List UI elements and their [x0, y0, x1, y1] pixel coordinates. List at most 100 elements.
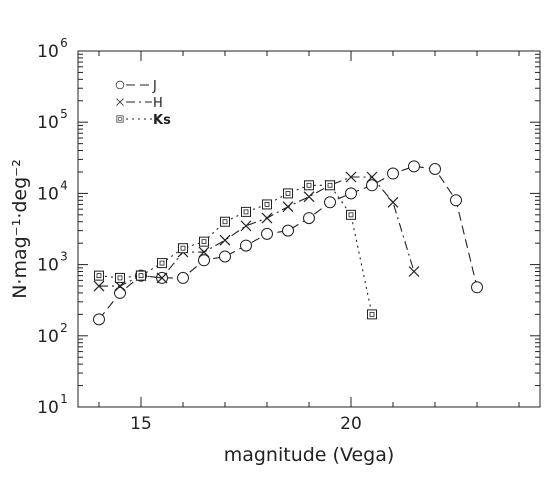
y-tick-label: 10	[37, 42, 59, 62]
legend-item-ks: Ks	[116, 113, 171, 128]
legend-item-j: J	[115, 79, 157, 94]
data-point-circle	[324, 196, 336, 209]
data-point-square	[94, 270, 104, 281]
data-point-x-stroke	[156, 272, 168, 284]
data-point-x	[240, 220, 252, 232]
data-point-circle	[240, 239, 252, 252]
data-point-square-inner	[369, 311, 375, 317]
data-point-x-stroke	[219, 234, 231, 246]
legend: JH Ks	[115, 79, 171, 128]
y-tick-exponent: 2	[60, 321, 68, 335]
data-point-square-inner	[201, 239, 207, 245]
data-point-x	[261, 212, 273, 224]
legend-marker	[116, 98, 124, 106]
data-point-x	[198, 246, 210, 258]
data-point-x-stroke	[93, 280, 105, 292]
series-layer	[93, 160, 483, 326]
plot-frame	[77, 50, 541, 408]
x-axis-title: magnitude (Vega)	[224, 444, 395, 466]
data-point-square	[367, 309, 377, 320]
data-point-square-inner	[138, 273, 144, 279]
data-point-circle	[387, 167, 399, 180]
data-point-x-stroke	[282, 201, 294, 213]
data-point-x	[303, 191, 315, 203]
data-point-circle	[450, 194, 462, 207]
y-tick-label: 10	[37, 256, 59, 276]
data-point-circle	[114, 286, 126, 299]
data-point-x-stroke	[345, 171, 357, 183]
y-tick-exponent: 3	[60, 250, 68, 264]
data-point-x-stroke	[116, 98, 124, 106]
legend-label: Ks	[153, 113, 171, 128]
data-point-square	[157, 258, 167, 269]
legend-label: H	[153, 96, 163, 111]
data-point-x-stroke	[408, 266, 420, 277]
data-point-x	[282, 201, 294, 213]
series-line-h	[99, 176, 415, 287]
y-tick-exponent: 1	[60, 392, 68, 406]
y-tick-label: 10	[37, 113, 59, 133]
y-tick-label: 10	[37, 398, 59, 418]
data-point-x	[408, 266, 420, 277]
data-point-x	[219, 234, 231, 246]
data-point-x	[93, 280, 105, 292]
data-point-x	[345, 171, 357, 183]
data-point-square-inner	[96, 273, 102, 279]
data-point-square-inner	[285, 190, 291, 196]
data-point-square	[116, 115, 124, 123]
data-point-circle	[198, 254, 210, 267]
data-point-square	[178, 243, 188, 254]
data-point-x	[366, 171, 378, 183]
data-point-square-inner	[348, 212, 354, 218]
data-point-square-inner	[222, 219, 228, 225]
data-point-x	[156, 272, 168, 284]
y-tick-exponent: 4	[60, 178, 68, 192]
data-point-square-inner	[159, 260, 165, 266]
data-point-square	[325, 180, 335, 191]
data-point-circle	[408, 160, 420, 173]
data-point-circle	[115, 80, 125, 90]
data-point-square-inner	[117, 275, 123, 281]
data-point-square	[199, 236, 209, 247]
data-point-square	[262, 199, 272, 210]
data-point-circle	[261, 227, 273, 240]
y-axis-title: N·mag⁻¹·deg⁻²	[9, 159, 31, 299]
data-point-square	[241, 206, 251, 217]
y-tick-exponent: 6	[60, 36, 68, 50]
legend-marker	[115, 80, 125, 90]
data-point-x-stroke	[240, 220, 252, 232]
data-point-x	[116, 98, 124, 106]
data-point-square	[136, 270, 146, 281]
data-point-square	[115, 272, 125, 283]
x-tick-label: 15	[130, 414, 152, 434]
data-point-x-stroke	[366, 171, 378, 183]
data-point-square	[220, 216, 230, 227]
data-point-square-inner	[243, 209, 249, 215]
y-tick-label: 10	[37, 184, 59, 204]
data-point-x-stroke	[387, 196, 399, 208]
data-point-circle	[219, 250, 231, 263]
y-tick-label: 10	[37, 327, 59, 347]
data-point-square-inner	[306, 182, 312, 188]
series-j	[93, 160, 483, 326]
legend-item-h: H	[116, 96, 163, 111]
data-point-circle	[177, 271, 189, 284]
data-point-circle	[429, 163, 441, 176]
data-point-square-inner	[327, 182, 333, 188]
data-point-square-inner	[118, 117, 122, 121]
data-point-x-stroke	[261, 212, 273, 224]
data-point-circle	[471, 281, 483, 294]
data-point-square	[283, 188, 293, 199]
x-tick-label: 20	[340, 414, 362, 434]
data-point-square-inner	[180, 245, 186, 251]
y-tick-exponent: 5	[60, 107, 68, 121]
data-point-square	[346, 209, 356, 220]
data-point-square-inner	[264, 202, 270, 207]
legend-marker	[116, 115, 124, 123]
data-point-circle	[366, 179, 378, 192]
legend-label: J	[152, 79, 157, 94]
series-ks	[94, 180, 377, 320]
